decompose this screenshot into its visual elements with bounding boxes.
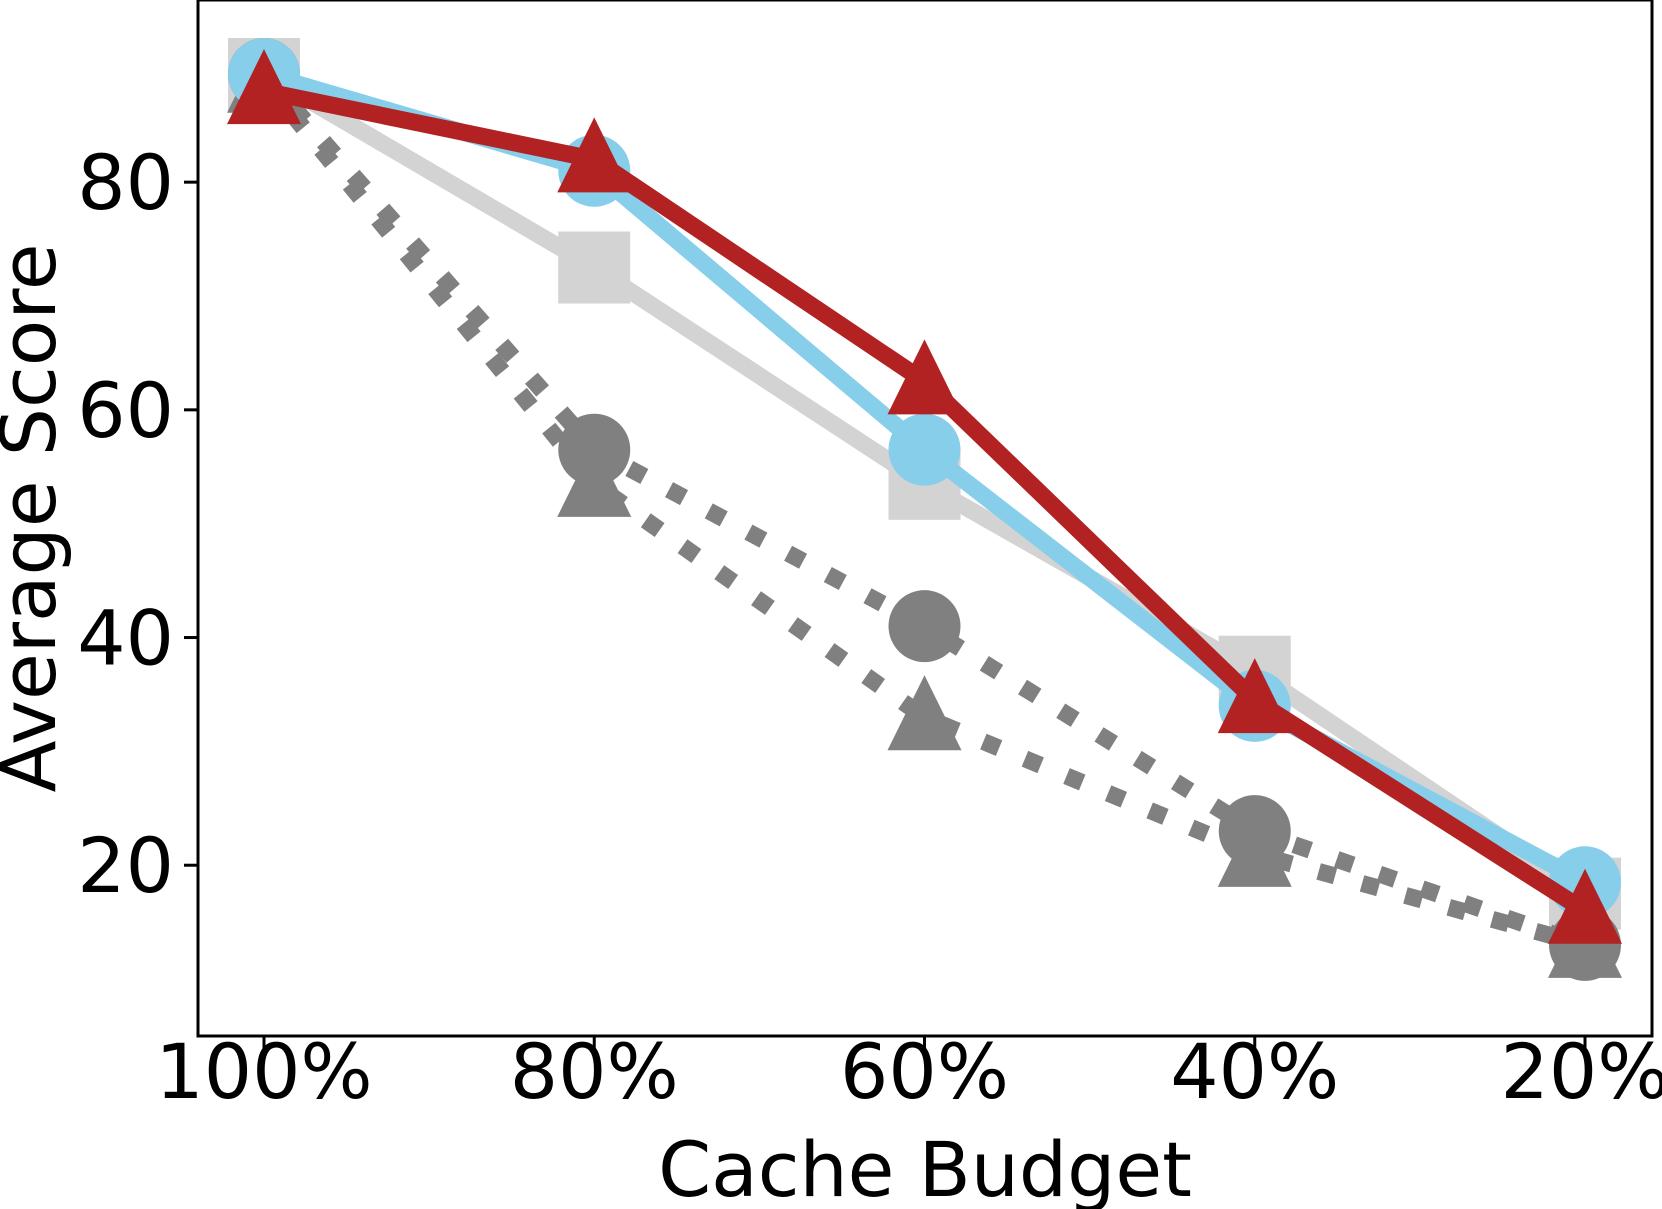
axis-ticks: 100% 80% 60% 40% 20% 20 40 60 80 bbox=[77, 138, 1662, 1116]
series-3-point bbox=[888, 413, 961, 486]
x-tick-label: 20% bbox=[1501, 1027, 1662, 1116]
y-tick-label: 60 bbox=[77, 366, 174, 455]
series-4-point bbox=[227, 49, 301, 125]
series-2-point bbox=[1217, 811, 1292, 887]
y-tick-label: 20 bbox=[77, 821, 174, 910]
series-0-point bbox=[558, 231, 631, 304]
series-1-point bbox=[888, 590, 961, 663]
y-axis-title: Average Score bbox=[0, 243, 73, 792]
series-layer bbox=[227, 37, 1622, 981]
series-4-point bbox=[1548, 868, 1622, 944]
y-tick-label: 80 bbox=[77, 138, 174, 227]
series-4-point bbox=[887, 339, 962, 415]
series-4-point bbox=[557, 117, 632, 193]
series-4 bbox=[227, 49, 1622, 944]
series-2-point bbox=[557, 441, 632, 517]
x-tick-label: 80% bbox=[510, 1027, 679, 1116]
x-tick-label: 100% bbox=[155, 1027, 372, 1116]
y-tick-label: 40 bbox=[77, 594, 174, 683]
x-axis-title: Cache Budget bbox=[658, 1125, 1192, 1209]
x-tick-label: 60% bbox=[840, 1027, 1009, 1116]
x-tick-label: 40% bbox=[1170, 1027, 1339, 1116]
series-4-point bbox=[1217, 658, 1292, 734]
series-2-point bbox=[887, 675, 962, 751]
series-2-line bbox=[257, 74, 1588, 954]
